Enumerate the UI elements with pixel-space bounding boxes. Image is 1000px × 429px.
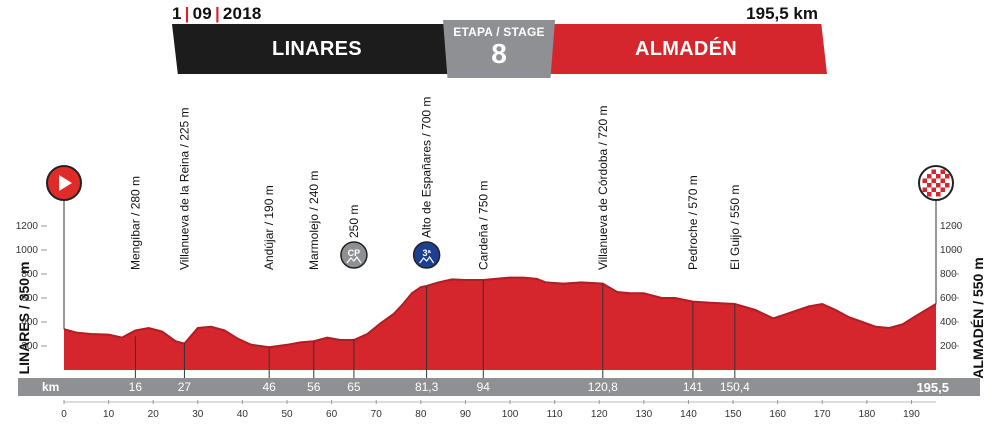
x-tick-label: 140 — [680, 409, 697, 420]
y-tick-label-left: 200 — [21, 341, 38, 352]
checker-cell — [927, 183, 932, 188]
km-marker-label: 65 — [347, 380, 361, 394]
km-total-label: 195,5 — [916, 380, 949, 395]
finish-town: ALMADÉN — [634, 37, 738, 60]
x-tick-label: 110 — [547, 409, 563, 420]
x-tick-label: 30 — [192, 409, 204, 420]
date-day: 1 — [172, 4, 182, 23]
y-tick-label-left: 1200 — [16, 221, 39, 232]
date-month: 09 — [192, 4, 212, 23]
stage-number-box: ETAPA / STAGE 8 — [443, 20, 555, 78]
y-tick-label-right: 1000 — [940, 245, 963, 256]
poi-label: Cardeña / 750 m — [476, 181, 490, 270]
x-tick-label: 90 — [460, 409, 472, 420]
poi-label: Villanueva de Córdoba / 720 m — [596, 105, 610, 270]
stage-label: ETAPA / STAGE — [453, 25, 545, 39]
y-tick-label-left: 600 — [21, 293, 38, 304]
checker-cell — [936, 183, 941, 188]
checker-cell — [931, 169, 936, 174]
poi-label: Pedroche / 570 m — [686, 175, 700, 270]
checker-cell — [936, 192, 941, 197]
y-tick-label-right: 800 — [940, 269, 957, 280]
x-tick-label: 190 — [903, 409, 920, 420]
poi-label: Andújar / 190 m — [262, 185, 276, 270]
checker-cell — [931, 178, 936, 183]
km-marker-label: 141 — [683, 380, 703, 394]
x-tick-label: 150 — [725, 409, 742, 420]
y-tick-label-right: 1200 — [940, 221, 963, 232]
finish-town-banner: ALMADÉN — [545, 24, 827, 74]
checker-cell — [940, 178, 945, 183]
points-of-interest: Mengíbar / 280 m Villanueva de la Reina /… — [128, 97, 742, 378]
checker-cell — [940, 169, 945, 174]
x-tick-label: 160 — [769, 409, 786, 420]
badge-label: CP — [348, 248, 361, 258]
checker-cell — [940, 187, 945, 192]
checker-cell — [922, 178, 927, 183]
x-tick-label: 70 — [371, 409, 383, 420]
x-tick-label: 180 — [859, 409, 876, 420]
checker-cell — [927, 174, 932, 179]
start-finish-markers — [46, 165, 954, 330]
x-tick-label: 120 — [591, 409, 608, 420]
altitude-axes: 200 200 400 400 600 600 800 800 1000 1000 1200 1200 — [16, 221, 963, 352]
poi-label: Marmolejo / 240 m — [307, 171, 321, 270]
stage-date: 1 | 09 | 2018 — [172, 4, 262, 24]
stage-distance: 195,5 km — [746, 4, 818, 23]
x-tick-label: 50 — [281, 409, 293, 420]
start-town: LINARES — [272, 37, 362, 60]
x-tick-label: 0 — [61, 409, 67, 420]
poi-label: Mengíbar / 280 m — [128, 176, 142, 270]
y-tick-label-left: 400 — [21, 317, 38, 328]
poi-label: Alto de Españares / 700 m — [420, 97, 434, 238]
y-tick-label-left: 1000 — [16, 245, 39, 256]
mountain-icon — [419, 255, 435, 264]
y-tick-label-left: 800 — [21, 269, 38, 280]
start-arrow-icon — [59, 175, 72, 191]
x-tick-label: 10 — [103, 409, 115, 420]
x-axis: 0 10 20 30 40 50 60 70 80 90 100 110 120 130 140 150 160… — [61, 400, 936, 420]
checker-cell — [945, 174, 950, 179]
poi-label: 250 m — [347, 205, 361, 238]
stage-number: 8 — [491, 38, 507, 69]
checker-cell — [922, 187, 927, 192]
y-tick-label-right: 600 — [940, 293, 957, 304]
km-bar-background — [18, 378, 980, 396]
profile-area — [63, 276, 937, 370]
checker-cell — [927, 192, 932, 197]
km-marker-label: 16 — [129, 380, 143, 394]
checker-cell — [936, 174, 941, 179]
y-tick-label-right: 200 — [940, 341, 957, 352]
elevation-line — [63, 276, 937, 349]
km-marker-label: 94 — [477, 380, 491, 394]
elevation-area — [64, 277, 936, 370]
date-separator: | — [184, 4, 190, 23]
km-marker-label: 150,4 — [720, 380, 750, 394]
x-tick-label: 130 — [636, 409, 653, 420]
x-tick-label: 100 — [502, 409, 519, 420]
mountain-icon — [346, 255, 362, 264]
date-separator: | — [214, 4, 220, 23]
km-bar: km 16 27 46 56 65 81,3 94 120,8 141 150,4 195,5 — [18, 378, 980, 396]
checker-cell — [945, 183, 950, 188]
km-marker-label: 81,3 — [415, 380, 439, 394]
x-tick-label: 170 — [814, 409, 831, 420]
y-tick-label-right: 400 — [940, 317, 957, 328]
km-marker-label: 56 — [307, 380, 321, 394]
poi-label: El Guijo / 550 m — [728, 185, 742, 270]
x-tick-label: 40 — [237, 409, 249, 420]
km-marker-label: 46 — [262, 380, 276, 394]
km-marker-label: 120,8 — [588, 380, 618, 394]
km-bar-label: km — [42, 380, 59, 394]
start-town-banner: LINARES — [172, 24, 462, 74]
badge-label: 3ª — [422, 248, 431, 258]
x-tick-label: 60 — [326, 409, 338, 420]
x-tick-label: 80 — [415, 409, 427, 420]
checker-cell — [931, 187, 936, 192]
x-tick-label: 20 — [148, 409, 160, 420]
date-year: 2018 — [222, 4, 262, 23]
poi-label: Villanueva de la Reina / 225 m — [177, 107, 191, 270]
km-marker-label: 27 — [178, 380, 192, 394]
